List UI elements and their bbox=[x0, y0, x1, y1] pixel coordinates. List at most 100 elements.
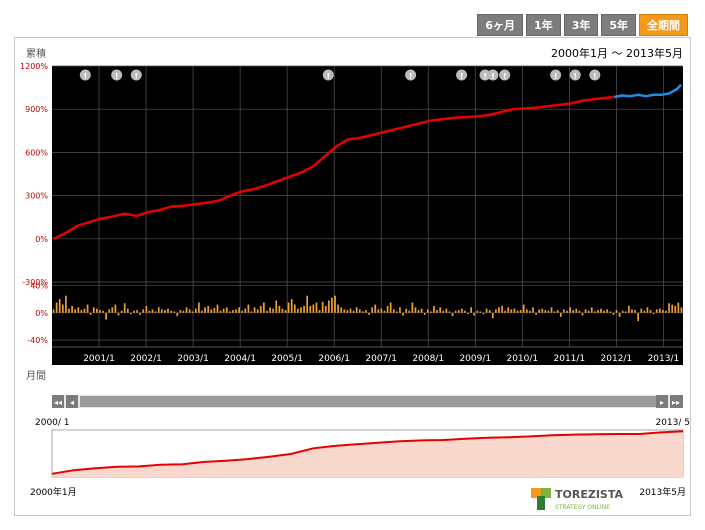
event-marker-icon[interactable]: ! bbox=[569, 69, 581, 82]
monthly-bar bbox=[445, 308, 448, 313]
monthly-bar bbox=[550, 307, 553, 313]
monthly-bar bbox=[541, 308, 544, 313]
scroll-next-button[interactable]: ▸ bbox=[656, 395, 668, 408]
monthly-bar bbox=[315, 302, 318, 313]
y-tick-label: 40% bbox=[30, 281, 48, 290]
tab-2[interactable]: 3年 bbox=[563, 14, 599, 36]
monthly-bar bbox=[371, 307, 373, 313]
event-marker-icon[interactable]: ! bbox=[322, 69, 334, 82]
monthly-bar bbox=[612, 312, 615, 315]
x-tick-label: 2010/1 bbox=[506, 354, 538, 364]
monthly-bar bbox=[303, 305, 305, 313]
y-tick-label: 0% bbox=[35, 235, 48, 244]
monthly-bar bbox=[442, 310, 445, 313]
scrollbar-thumb[interactable] bbox=[80, 396, 663, 407]
x-tick-label: 2002/1 bbox=[130, 354, 162, 364]
event-marker-icon[interactable]: ! bbox=[405, 69, 417, 82]
monthly-bar bbox=[631, 309, 633, 313]
monthly-bar bbox=[504, 310, 506, 313]
monthly-axis-title: 月間 bbox=[26, 370, 46, 382]
monthly-bar bbox=[386, 305, 389, 313]
event-marker-icon[interactable]: ! bbox=[111, 69, 123, 82]
monthly-bar bbox=[297, 308, 299, 313]
monthly-bar bbox=[80, 310, 83, 313]
scroll-first-button[interactable]: ◂◂ bbox=[52, 395, 64, 408]
monthly-bar bbox=[618, 312, 621, 317]
monthly-bar bbox=[173, 311, 176, 313]
monthly-bar bbox=[621, 310, 624, 313]
monthly-bar bbox=[55, 302, 58, 313]
range-scrollbar[interactable]: ◂◂ ◂ ▸ ▸▸ bbox=[52, 395, 683, 408]
nav-start-label: 2000/ 1 bbox=[35, 418, 70, 428]
monthly-bar bbox=[71, 305, 73, 313]
tab-0[interactable]: 6ヶ月 bbox=[477, 14, 524, 36]
monthly-bar bbox=[89, 312, 92, 315]
svg-text:!: ! bbox=[83, 72, 87, 81]
monthly-bar bbox=[167, 308, 169, 313]
monthly-bar bbox=[399, 307, 401, 313]
monthly-bar bbox=[606, 309, 609, 313]
overview-navigator[interactable] bbox=[51, 429, 684, 478]
logo-name: TOREZISTA bbox=[555, 488, 623, 501]
x-tick-label: 2007/1 bbox=[365, 354, 397, 364]
event-marker-icon[interactable]: ! bbox=[589, 69, 601, 82]
svg-text:!: ! bbox=[134, 72, 138, 81]
x-tick-label: 2009/1 bbox=[459, 354, 491, 364]
monthly-bar bbox=[516, 310, 519, 313]
event-marker-icon[interactable]: ! bbox=[130, 69, 142, 82]
cumulative-lines bbox=[53, 83, 682, 240]
monthly-bar bbox=[380, 308, 383, 313]
monthly-bar bbox=[349, 308, 352, 313]
monthly-bar bbox=[334, 295, 336, 313]
monthly-bars bbox=[52, 295, 683, 321]
cumulative-axis-title: 累積 bbox=[26, 47, 46, 60]
monthly-bar bbox=[423, 312, 426, 315]
x-tick-label: 2001/1 bbox=[83, 354, 115, 364]
monthly-bar bbox=[139, 312, 142, 315]
monthly-bar bbox=[312, 304, 315, 313]
scroll-last-button[interactable]: ▸▸ bbox=[670, 395, 683, 408]
monthly-bar bbox=[652, 312, 655, 315]
monthly-bar bbox=[331, 297, 333, 313]
monthly-bar bbox=[188, 309, 191, 313]
monthly-bar bbox=[662, 310, 664, 313]
double-left-arrow-icon: ◂◂ bbox=[54, 398, 62, 407]
monthly-bar bbox=[346, 310, 349, 313]
monthly-bar bbox=[182, 310, 185, 313]
monthly-bar bbox=[603, 310, 605, 313]
monthly-bar bbox=[674, 305, 677, 313]
monthly-bar bbox=[575, 308, 578, 313]
monthly-bar bbox=[352, 310, 355, 313]
monthly-bar bbox=[293, 304, 296, 313]
monthly-bar bbox=[655, 309, 658, 313]
event-marker-icon[interactable]: ! bbox=[79, 69, 91, 82]
event-marker-icon[interactable]: ! bbox=[499, 69, 511, 82]
event-marker-icon[interactable]: ! bbox=[487, 69, 499, 82]
monthly-bar bbox=[408, 310, 411, 313]
monthly-bar bbox=[229, 311, 231, 313]
monthly-bar bbox=[476, 310, 479, 313]
monthly-bar bbox=[529, 310, 531, 313]
monthly-bar bbox=[460, 308, 463, 313]
monthly-bar bbox=[133, 310, 135, 313]
double-right-arrow-icon: ▸▸ bbox=[672, 398, 680, 407]
monthly-bar bbox=[324, 305, 327, 313]
tab-1[interactable]: 1年 bbox=[526, 14, 561, 36]
monthly-bar bbox=[123, 303, 126, 313]
tab-4[interactable]: 全期間 bbox=[639, 14, 688, 36]
monthly-bar bbox=[77, 307, 80, 313]
monthly-bar bbox=[532, 307, 534, 313]
monthly-bar bbox=[547, 310, 550, 313]
monthly-bar bbox=[485, 308, 488, 313]
monthly-bar bbox=[142, 309, 145, 313]
monthly-bar bbox=[263, 302, 265, 313]
monthly-bar bbox=[649, 310, 652, 313]
event-marker-icon[interactable]: ! bbox=[456, 69, 468, 82]
scroll-prev-button[interactable]: ◂ bbox=[66, 395, 78, 408]
tab-3[interactable]: 5年 bbox=[601, 14, 636, 36]
monthly-bar bbox=[637, 312, 640, 321]
event-marker-icon[interactable]: ! bbox=[479, 69, 491, 82]
monthly-bar bbox=[433, 305, 435, 313]
event-marker-icon[interactable]: ! bbox=[550, 69, 562, 82]
